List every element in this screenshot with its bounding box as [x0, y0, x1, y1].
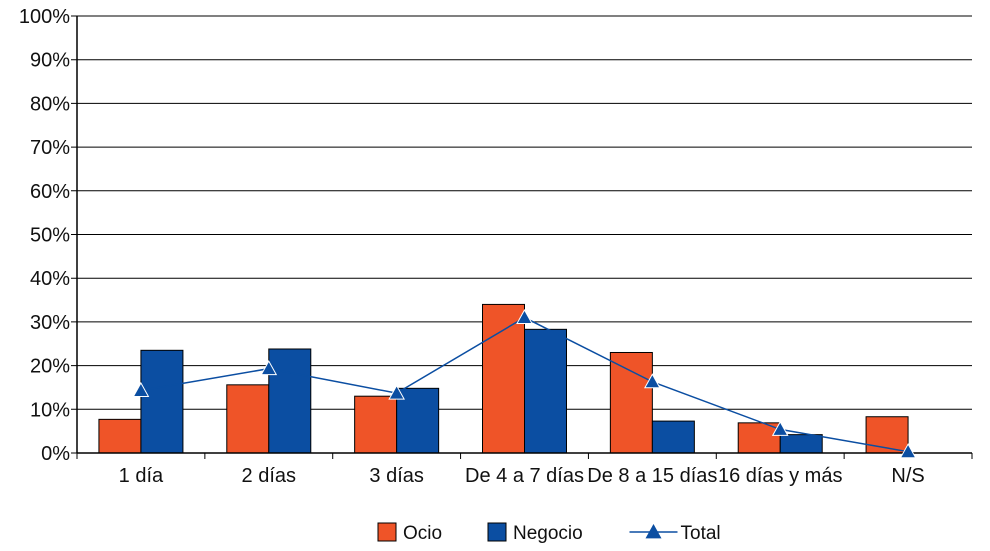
bar-ocio	[354, 395, 398, 454]
total-line	[132, 309, 917, 459]
bar-negocio	[524, 328, 567, 454]
point-total	[260, 360, 278, 376]
legend-swatch-negocio	[487, 522, 507, 542]
x-tick-label: 16 días y más	[718, 465, 843, 487]
x-axis-tick-labels: 1 día 2 días 3 días De 4 a 7 días De 8 a 15 …	[119, 465, 925, 487]
y-tick-label: 30%	[30, 312, 70, 334]
y-tick-label: 100%	[19, 6, 70, 28]
point-total	[899, 443, 917, 459]
bar-ocio	[737, 422, 781, 454]
bar-negocio	[651, 420, 695, 454]
y-tick-label: 0%	[41, 443, 70, 465]
bar-ocio	[98, 418, 142, 454]
y-tick-label: 60%	[30, 181, 70, 203]
bar-negocio	[140, 349, 184, 454]
axes	[76, 16, 973, 459]
bars	[98, 303, 909, 454]
y-tick-label: 10%	[30, 399, 70, 421]
x-tick-label: 3 días	[369, 465, 423, 487]
point-total	[388, 384, 405, 400]
legend: Ocio Negocio Total	[377, 522, 721, 544]
x-tick-label: 1 día	[119, 465, 164, 487]
x-tick-label: De 4 a 7 días	[465, 465, 584, 487]
y-tick-label: 80%	[30, 93, 70, 115]
x-tick-label: 2 días	[242, 465, 296, 487]
grid-lines	[71, 15, 972, 454]
y-tick-label: 40%	[30, 268, 70, 290]
bar-ocio	[226, 384, 270, 454]
legend-label-total: Total	[681, 523, 721, 544]
legend-label-ocio: Ocio	[403, 523, 442, 544]
bar-ocio	[609, 351, 653, 454]
point-total	[644, 373, 661, 389]
bar-ocio	[865, 416, 909, 454]
y-tick-label: 70%	[30, 137, 70, 159]
bar-ocio	[482, 303, 525, 454]
y-tick-label: 20%	[30, 356, 70, 378]
legend-swatch-ocio	[377, 522, 397, 542]
x-tick-label: N/S	[891, 465, 924, 487]
point-total	[132, 381, 150, 398]
x-tick-label: De 8 a 15 días	[587, 465, 717, 487]
point-total	[516, 309, 533, 325]
point-total	[771, 420, 789, 436]
y-axis-tick-labels: 0% 10% 20% 30% 40% 50% 60% 70% 80% 90% 100%	[19, 6, 70, 465]
y-tick-label: 90%	[30, 50, 70, 72]
y-tick-label: 50%	[30, 225, 70, 247]
legend-label-negocio: Negocio	[513, 523, 583, 544]
bar-negocio	[268, 348, 312, 454]
bar-negocio	[779, 434, 823, 454]
legend-marker-total	[645, 524, 662, 539]
